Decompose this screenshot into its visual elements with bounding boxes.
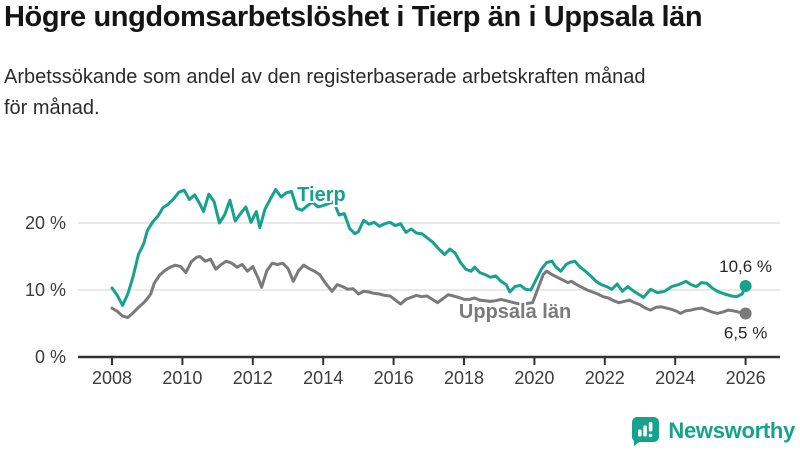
page-title: Högre ungdomsarbetslöshet i Tierp än i U… bbox=[4, 1, 703, 33]
series-label-tierp: Tierp bbox=[297, 184, 346, 206]
logo-bar-tall bbox=[643, 425, 648, 437]
logo-bubble-tail bbox=[634, 439, 643, 446]
newsworthy-bar-chart-bubble-icon bbox=[632, 417, 660, 446]
series-endpoint-tierp bbox=[739, 279, 752, 292]
x-tick-label: 2024 bbox=[655, 368, 695, 388]
series-endpoint-uppsala-l-n bbox=[739, 307, 752, 320]
end-value-label-uppsala-l-n: 6,5 % bbox=[724, 323, 767, 342]
series-label-uppsala-l-n: Uppsala län bbox=[459, 301, 571, 323]
x-tick-label: 2016 bbox=[374, 368, 414, 388]
x-tick-label: 2018 bbox=[444, 368, 484, 388]
series-line-tierp bbox=[110, 188, 748, 307]
x-tick-label: 2022 bbox=[585, 368, 625, 388]
x-tick-label: 2014 bbox=[303, 368, 343, 388]
end-value-label-tierp: 10,6 % bbox=[719, 257, 772, 276]
series-line-uppsala-l-n bbox=[110, 255, 748, 319]
logo-bar-short bbox=[638, 429, 643, 437]
y-tick-label: 10 % bbox=[25, 280, 66, 300]
newsworthy-logo-text: Newsworthy bbox=[668, 417, 795, 443]
logo-exclamation-dot bbox=[649, 433, 653, 438]
chart-subtitle: Arbetssökande som andel av den registerb… bbox=[4, 66, 646, 119]
newsworthy-logo-link[interactable]: Newsworthy bbox=[630, 415, 795, 446]
x-tick-label: 2010 bbox=[162, 368, 202, 388]
x-tick-label: 2008 bbox=[92, 368, 132, 388]
x-tick-label: 2012 bbox=[233, 368, 273, 388]
y-tick-label: 0 % bbox=[35, 347, 66, 367]
y-tick-label: 20 % bbox=[25, 213, 66, 233]
logo-exclamation-bar bbox=[649, 422, 653, 432]
x-tick-label: 2026 bbox=[726, 368, 766, 388]
x-tick-label: 2020 bbox=[514, 368, 554, 388]
